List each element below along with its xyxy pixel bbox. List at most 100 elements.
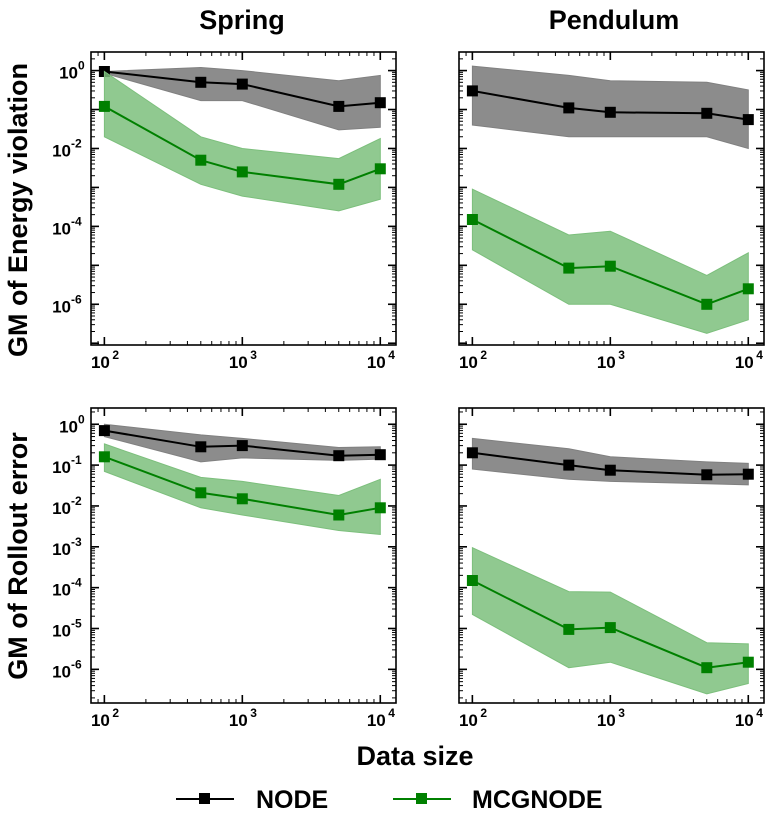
- x-tick-label: 10: [735, 711, 754, 730]
- x-tick-exponent: 4: [388, 706, 395, 720]
- panel-energy-spring: 10 2 10 3 10 410 010 -210 -410 -6: [52, 51, 397, 372]
- marker-node: [563, 459, 575, 471]
- legend-marker-mcgnode: [416, 793, 427, 804]
- marker-node: [466, 447, 478, 459]
- marker-mcgnode: [333, 509, 345, 521]
- marker-mcgnode: [466, 214, 478, 225]
- marker-mcgnode: [98, 451, 110, 463]
- axes-frame: [90, 51, 397, 346]
- marker-mcgnode: [701, 662, 713, 674]
- band-mcgnode: [103, 70, 381, 212]
- y-tick-exponent: -3: [71, 535, 82, 549]
- y-tick-exponent: -4: [71, 576, 82, 590]
- y-tick-label: 10: [52, 622, 71, 641]
- axes-frame: [458, 51, 765, 346]
- x-tick-exponent: 3: [618, 348, 625, 362]
- x-tick-label: 10: [459, 353, 478, 372]
- legend: NODE MCGNODE: [176, 786, 603, 814]
- x-tick-label: 10: [229, 711, 248, 730]
- marker-node: [333, 100, 345, 112]
- marker-mcgnode: [195, 487, 207, 499]
- x-tick-exponent: 3: [250, 706, 257, 720]
- marker-node: [563, 102, 575, 114]
- x-tick-exponent: 4: [756, 706, 763, 720]
- x-tick-exponent: 2: [112, 348, 119, 362]
- y-tick-exponent: -6: [71, 292, 82, 306]
- marker-node: [604, 464, 616, 476]
- x-tick-label: 10: [459, 711, 478, 730]
- y-tick-label: 10: [52, 540, 71, 559]
- marker-mcgnode: [195, 154, 207, 166]
- y-tick-exponent: -5: [71, 617, 82, 631]
- y-tick-exponent: -2: [71, 494, 82, 508]
- marker-node: [466, 85, 478, 97]
- marker-node: [701, 469, 713, 481]
- panel-energy-pendulum: 10 2 10 3 10 4: [458, 51, 765, 372]
- legend-label-node: NODE: [256, 786, 328, 814]
- x-tick-label: 10: [597, 711, 616, 730]
- y-tick-exponent: -1: [71, 453, 82, 467]
- x-tick-label: 10: [367, 711, 386, 730]
- legend-label-mcgnode: MCGNODE: [472, 786, 603, 814]
- marker-node: [98, 425, 110, 437]
- y-tick-exponent: -2: [71, 137, 82, 151]
- marker-mcgnode: [374, 163, 386, 175]
- x-tick-label: 10: [91, 353, 110, 372]
- y-tick-label: 10: [59, 64, 78, 83]
- y-tick-label: 10: [52, 458, 71, 477]
- marker-mcgnode: [701, 298, 713, 310]
- marker-node: [701, 107, 713, 119]
- x-tick-exponent: 2: [112, 706, 119, 720]
- marker-mcgnode: [333, 178, 345, 190]
- marker-mcgnode: [236, 166, 248, 178]
- x-tick-exponent: 3: [250, 348, 257, 362]
- y-tick-exponent: 0: [78, 412, 85, 426]
- marker-node: [374, 97, 386, 109]
- y-tick-label: 10: [59, 417, 78, 436]
- y-tick-exponent: 0: [78, 59, 85, 73]
- x-tick-label: 10: [229, 353, 248, 372]
- marker-mcgnode: [236, 493, 248, 505]
- row-label-energy: GM of Energy violation: [3, 63, 33, 357]
- x-tick-exponent: 2: [480, 348, 487, 362]
- marker-mcgnode: [604, 260, 616, 272]
- x-tick-label: 10: [735, 353, 754, 372]
- marker-mcgnode: [98, 100, 110, 112]
- marker-mcgnode: [466, 575, 478, 586]
- legend-marker-node: [199, 793, 210, 804]
- x-tick-label: 10: [367, 353, 386, 372]
- y-tick-label: 10: [52, 219, 71, 238]
- marker-node: [604, 106, 616, 118]
- band-mcgnode: [103, 443, 381, 536]
- marker-mcgnode: [563, 262, 575, 274]
- marker-mcgnode: [742, 656, 754, 668]
- marker-mcgnode: [604, 622, 616, 634]
- x-tick-exponent: 2: [480, 706, 487, 720]
- marker-node: [374, 449, 386, 461]
- x-tick-exponent: 4: [756, 348, 763, 362]
- y-tick-label: 10: [52, 142, 71, 161]
- marker-node: [742, 468, 754, 480]
- marker-node: [236, 78, 248, 90]
- x-tick-label: 10: [91, 711, 110, 730]
- x-tick-exponent: 3: [618, 706, 625, 720]
- marker-node: [195, 441, 207, 453]
- x-axis-label: Data size: [356, 741, 473, 771]
- marker-mcgnode: [563, 623, 575, 635]
- column-title-spring: Spring: [199, 5, 285, 35]
- marker-node: [742, 114, 754, 126]
- y-tick-label: 10: [52, 662, 71, 681]
- y-tick-label: 10: [52, 581, 71, 600]
- marker-node: [333, 450, 345, 462]
- y-tick-label: 10: [52, 499, 71, 518]
- y-tick-exponent: -6: [71, 657, 82, 671]
- y-tick-label: 10: [52, 297, 71, 316]
- marker-node: [195, 76, 207, 88]
- x-tick-label: 10: [597, 353, 616, 372]
- marker-mcgnode: [374, 502, 386, 514]
- y-tick-exponent: -4: [71, 214, 82, 228]
- x-tick-exponent: 4: [388, 348, 395, 362]
- row-label-rollout: GM of Rollout error: [3, 432, 33, 680]
- panel-rollout-pendulum: 10 2 10 3 10 4: [458, 407, 765, 730]
